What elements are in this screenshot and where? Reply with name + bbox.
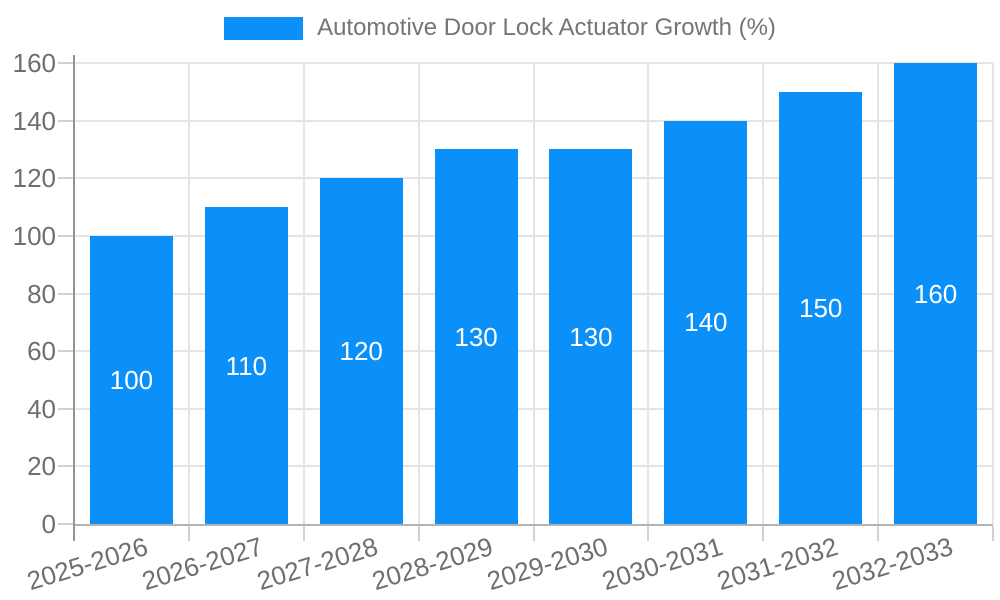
legend-item[interactable]: Automotive Door Lock Actuator Growth (%) [0,14,1000,43]
x-tick [532,526,535,541]
y-tick [58,292,74,295]
y-tick [58,523,74,525]
bar: 110 [204,207,288,524]
y-tick-label: 140 [12,105,56,136]
plot-right-border [992,63,994,524]
x-tick [417,526,420,541]
y-tick [58,465,74,468]
x-gridline [302,63,305,524]
x-gridline [877,63,880,524]
y-tick-label: 20 [27,451,56,482]
x-gridline [187,63,190,524]
bar-value-label: 160 [913,278,958,309]
y-tick [58,62,74,64]
x-gridline [532,63,535,524]
bar-value-label: 140 [684,307,728,338]
x-tick [647,526,650,541]
bar: 130 [434,149,518,524]
bar: 150 [779,91,863,524]
y-tick [58,119,74,122]
x-tick [762,526,765,541]
y-tick-label: 80 [27,278,56,309]
bar: 130 [549,149,633,524]
bar-value-label: 130 [569,321,613,352]
x-gridline [417,63,420,524]
bar-value-label: 100 [109,364,154,395]
y-tick-label: 100 [12,220,56,251]
x-tick [302,526,305,541]
x-tick [992,526,994,541]
x-tick [877,526,880,541]
bar-value-label: 130 [454,321,498,352]
y-tick-label: 120 [12,163,56,194]
x-axis-line [74,524,993,526]
x-gridline [647,63,650,524]
legend-label: Automotive Door Lock Actuator Growth (%) [317,14,776,41]
bar-value-label: 120 [339,336,383,367]
y-tick [58,177,74,180]
y-tick-label: 160 [12,48,56,78]
bar: 160 [894,63,978,524]
y-tick [58,234,74,237]
legend-swatch-icon [224,16,304,40]
bar-value-label: 150 [798,292,843,323]
y-tick [58,407,74,410]
x-gridline [762,63,765,524]
y-tick [58,350,74,353]
y-tick-label: 60 [27,336,56,367]
x-tick [187,526,190,541]
y-axis-line [73,55,75,539]
y-tick-label: 40 [27,393,56,424]
bar: 140 [664,120,748,524]
bar-value-label: 110 [225,350,268,381]
bar: 100 [89,235,173,524]
y-tick-label: 0 [41,509,56,539]
bar: 120 [319,178,403,524]
